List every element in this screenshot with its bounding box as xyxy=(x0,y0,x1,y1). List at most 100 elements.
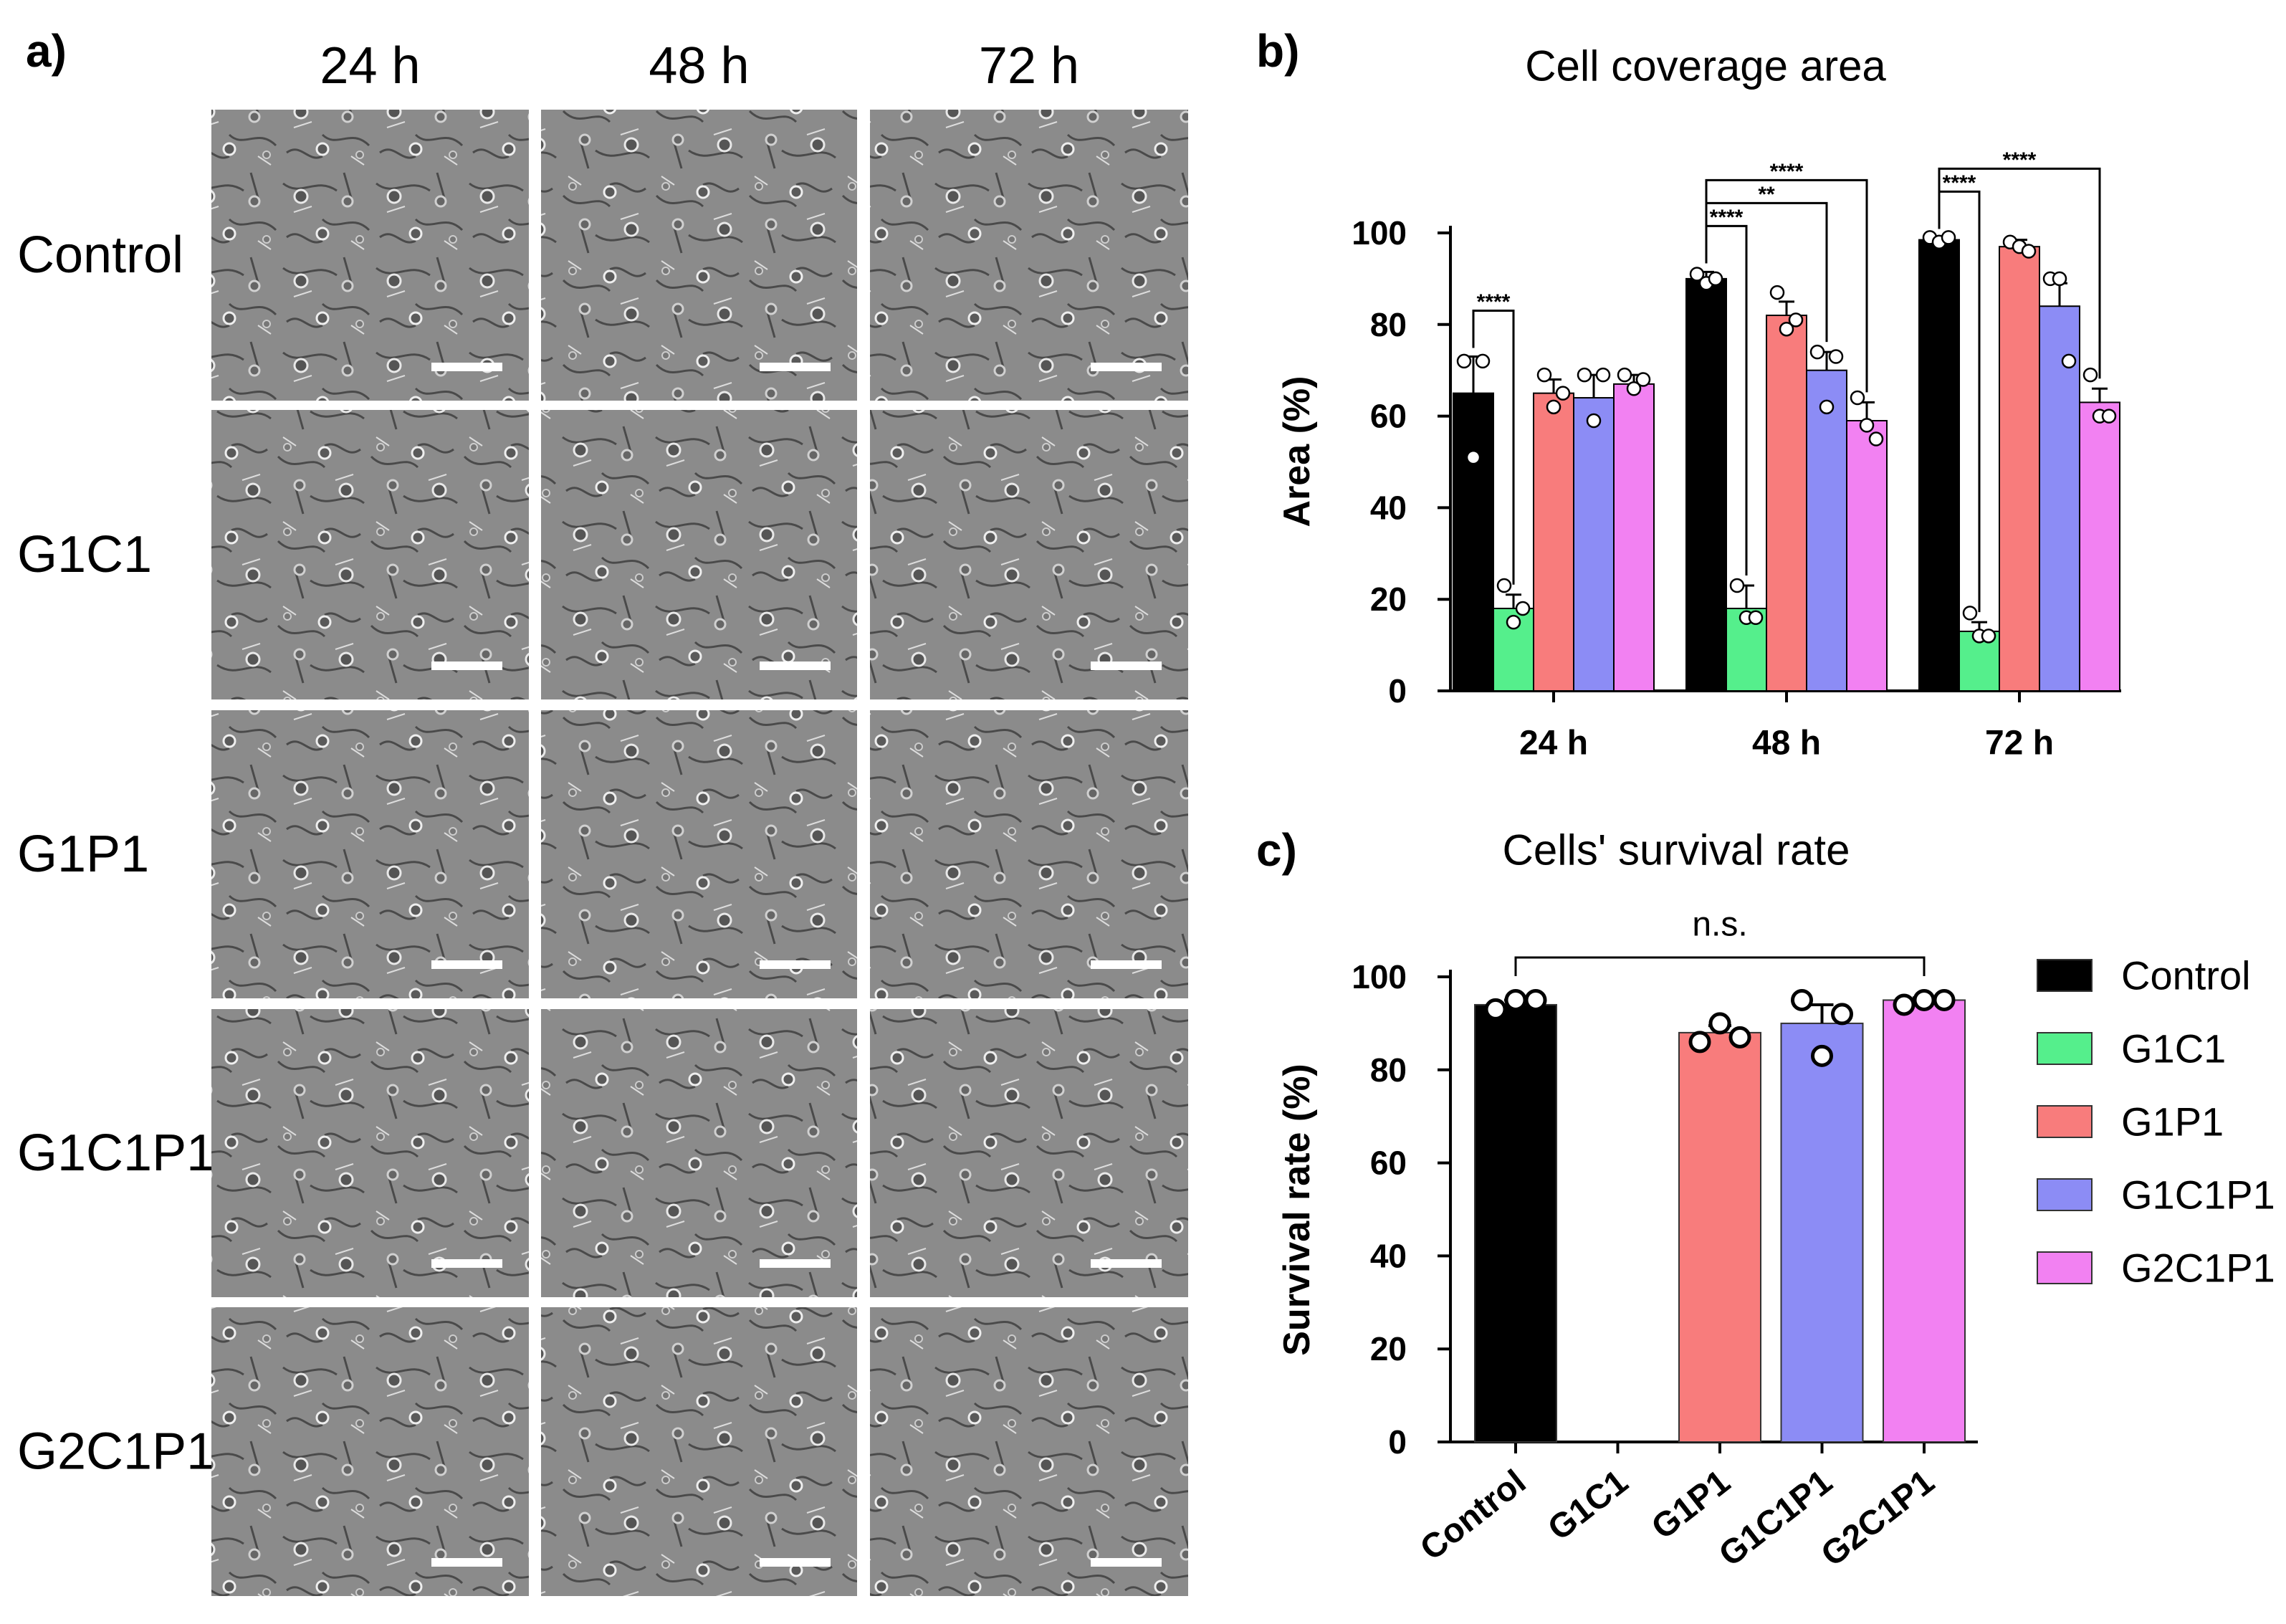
panel-label: c) xyxy=(1256,824,1297,876)
error-bar xyxy=(2052,282,2067,307)
data-point xyxy=(2021,244,2037,259)
data-point xyxy=(1536,367,1552,383)
y-tick-label: 40 xyxy=(1370,1237,1407,1274)
significance-label: **** xyxy=(1943,171,1976,195)
bar xyxy=(1780,1022,1864,1443)
micrograph xyxy=(211,110,529,401)
legend-label: Control xyxy=(2121,953,2251,998)
micrograph xyxy=(211,1307,529,1596)
data-point xyxy=(1708,1012,1731,1035)
data-point xyxy=(1962,606,1978,621)
x-tick-label: 72 h xyxy=(1985,725,2054,763)
data-point xyxy=(1981,629,1996,644)
x-tick-label: G2C1P1 xyxy=(1814,1463,1942,1574)
data-point xyxy=(1729,578,1745,593)
data-point xyxy=(1828,349,1844,364)
legend-swatch xyxy=(2037,1251,2093,1284)
y-tick-label: 0 xyxy=(1388,1423,1407,1461)
legend-swatch xyxy=(2037,1178,2093,1211)
micrograph xyxy=(870,410,1188,699)
micrograph xyxy=(541,710,857,998)
bar xyxy=(1766,315,1807,692)
data-point xyxy=(2082,367,2098,383)
y-tick-label: 0 xyxy=(1388,672,1407,710)
coverage-chart: b) Cell coverage area Area (%) 0 20 40 60 80 100… xyxy=(1256,25,2121,763)
x-tick-label: G1C1P1 xyxy=(1712,1463,1840,1574)
y-axis-label: Survival rate (%) xyxy=(1276,1064,1318,1356)
micrograph xyxy=(870,1307,1188,1596)
panel-label: b) xyxy=(1256,25,1299,77)
data-point xyxy=(1635,372,1651,387)
data-point xyxy=(1779,321,1794,337)
significance-label: ** xyxy=(1758,183,1775,206)
chart-title: Cell coverage area xyxy=(1525,42,1886,90)
micrograph xyxy=(211,710,529,998)
data-point xyxy=(1811,1044,1833,1067)
scale-bar xyxy=(1091,363,1162,371)
error-bar xyxy=(2092,387,2108,403)
scale-bar xyxy=(431,661,502,670)
data-point xyxy=(1913,988,1936,1011)
bar xyxy=(1999,246,2040,692)
micrograph xyxy=(541,1307,857,1596)
bar xyxy=(1685,277,1727,692)
data-point xyxy=(1456,353,1472,369)
bar xyxy=(1453,392,1494,692)
bar xyxy=(1573,397,1615,692)
data-point xyxy=(1496,578,1512,593)
data-point xyxy=(1577,367,1592,383)
error-bar xyxy=(1506,593,1521,608)
micrograph xyxy=(211,1009,529,1297)
x-tick-label: G1C1 xyxy=(1541,1463,1635,1548)
micrograph xyxy=(870,710,1188,998)
micrograph xyxy=(541,1009,857,1297)
data-point xyxy=(2052,271,2067,287)
legend-label: G1P1 xyxy=(2121,1099,2224,1145)
y-tick-label: 20 xyxy=(1370,1330,1407,1367)
data-point xyxy=(1595,367,1611,383)
data-point xyxy=(1546,399,1562,415)
data-point xyxy=(2101,409,2117,424)
bar xyxy=(1678,1031,1761,1443)
data-point xyxy=(1809,344,1825,360)
data-point xyxy=(1689,267,1705,282)
scale-bar xyxy=(431,363,502,371)
scale-bar xyxy=(760,1259,831,1268)
scale-bar xyxy=(760,363,831,371)
bar xyxy=(1883,999,1966,1443)
legend-label: G1C1P1 xyxy=(2121,1172,2275,1218)
x-tick-label: 24 h xyxy=(1519,725,1588,763)
significance-label: **** xyxy=(1770,160,1804,183)
row-label: Control xyxy=(17,226,183,284)
data-point xyxy=(1504,988,1527,1011)
scale-bar xyxy=(1091,1558,1162,1567)
data-point xyxy=(1515,601,1531,616)
column-header: 48 h xyxy=(649,37,749,95)
bar xyxy=(1474,1003,1557,1443)
bar xyxy=(1918,239,1960,692)
scale-bar xyxy=(1091,1259,1162,1268)
data-point xyxy=(1484,998,1507,1021)
micrograph xyxy=(870,1009,1188,1297)
y-tick-label: 60 xyxy=(1370,1145,1407,1182)
data-point xyxy=(1555,386,1571,401)
scale-bar xyxy=(431,960,502,969)
scale-bar xyxy=(431,1558,502,1567)
y-tick-label: 20 xyxy=(1370,581,1407,618)
row-label: G1C1P1 xyxy=(17,1124,215,1182)
legend-swatch xyxy=(2037,1105,2093,1138)
significance-bracket xyxy=(1705,178,1868,393)
data-point xyxy=(1586,413,1602,429)
y-tick-label: 80 xyxy=(1370,306,1407,343)
error-bar xyxy=(1779,300,1794,316)
data-point xyxy=(1688,1031,1711,1054)
row-label: G1C1 xyxy=(17,526,152,583)
data-point xyxy=(1617,367,1632,383)
x-tick-label: G1P1 xyxy=(1645,1463,1737,1547)
scale-bar xyxy=(760,960,831,969)
scale-bar xyxy=(1091,960,1162,969)
data-point xyxy=(1868,431,1884,446)
annotation-bracket xyxy=(1514,956,1926,976)
data-point xyxy=(1933,988,1956,1011)
